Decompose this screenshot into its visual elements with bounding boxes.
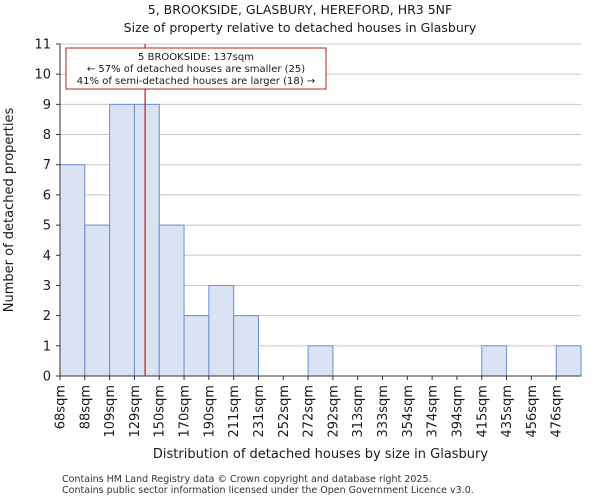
- y-tick-label: 0: [43, 370, 51, 385]
- y-tick-label: 5: [43, 219, 51, 234]
- footer-line2: Contains public sector information licen…: [62, 485, 474, 496]
- bar: [158, 224, 185, 377]
- x-tick-label: 88sqm: [78, 385, 93, 429]
- y-tick-label: 7: [43, 158, 51, 173]
- x-tick-label: 333sqm: [376, 385, 391, 438]
- y-tick-label: 4: [43, 249, 51, 264]
- y-tick-label: 1: [43, 339, 51, 354]
- y-tick-label: 6: [43, 188, 51, 203]
- x-tick-label: 109sqm: [103, 385, 118, 438]
- y-tick-label: 2: [43, 309, 51, 324]
- bar: [555, 345, 582, 377]
- x-tick-label: 394sqm: [450, 385, 465, 438]
- x-tick-label: 272sqm: [302, 385, 317, 438]
- y-tick-label: 11: [34, 38, 51, 53]
- y-axis-label: Number of detached properties: [2, 108, 17, 313]
- chart-title-line2: Size of property relative to detached ho…: [123, 20, 477, 35]
- x-tick-label: 415sqm: [475, 385, 490, 438]
- x-tick-label: 231sqm: [252, 385, 267, 438]
- chart-title-line1: 5, BROOKSIDE, GLASBURY, HEREFORD, HR3 5N…: [147, 2, 453, 17]
- x-tick-label: 374sqm: [426, 385, 441, 438]
- bar: [233, 315, 259, 377]
- x-tick-label: 129sqm: [128, 385, 143, 438]
- bar: [84, 224, 111, 377]
- x-tick-label: 211sqm: [227, 385, 242, 438]
- x-tick-label: 476sqm: [550, 385, 565, 438]
- y-tick-label: 8: [43, 128, 51, 143]
- x-tick-label: 150sqm: [153, 385, 168, 438]
- bar: [59, 164, 86, 377]
- annotation-box: [65, 47, 327, 90]
- y-tick-label: 10: [34, 68, 51, 83]
- annotation-line3: 41% of semi-detached houses are larger (…: [77, 76, 315, 87]
- annotation-line2: ← 57% of detached houses are smaller (25…: [87, 64, 305, 75]
- bar: [307, 345, 334, 377]
- bar: [481, 345, 508, 377]
- y-tick-label: 3: [43, 279, 51, 294]
- bar: [133, 103, 160, 377]
- footer-line1: Contains HM Land Registry data © Crown c…: [62, 474, 432, 485]
- annotation-line1: 5 BROOKSIDE: 137sqm: [138, 52, 254, 63]
- x-tick-label: 170sqm: [178, 385, 193, 438]
- bar: [208, 284, 235, 377]
- x-axis-label: Distribution of detached houses by size …: [153, 447, 488, 462]
- x-tick-label: 252sqm: [277, 385, 292, 438]
- x-tick-label: 68sqm: [54, 385, 69, 429]
- bar: [109, 103, 135, 377]
- x-tick-label: 435sqm: [500, 385, 515, 438]
- x-tick-label: 313sqm: [351, 385, 366, 438]
- x-tick-label: 292sqm: [326, 385, 341, 438]
- x-tick-label: 354sqm: [401, 385, 416, 438]
- x-tick-label: 456sqm: [525, 385, 540, 438]
- x-tick-label: 190sqm: [202, 385, 217, 438]
- bar: [183, 315, 210, 377]
- y-tick-label: 9: [43, 98, 51, 113]
